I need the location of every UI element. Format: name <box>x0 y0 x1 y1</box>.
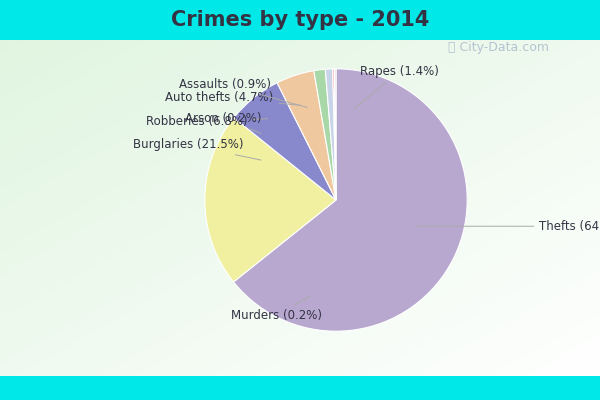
Wedge shape <box>314 69 336 200</box>
Wedge shape <box>205 118 336 282</box>
Text: Arson (0.2%): Arson (0.2%) <box>185 112 262 133</box>
Text: Assaults (0.9%): Assaults (0.9%) <box>179 78 307 108</box>
Text: Rapes (1.4%): Rapes (1.4%) <box>354 65 439 109</box>
Text: Auto thefts (4.7%): Auto thefts (4.7%) <box>166 91 301 105</box>
Wedge shape <box>325 69 336 200</box>
Text: Murders (0.2%): Murders (0.2%) <box>231 296 322 322</box>
Wedge shape <box>277 71 336 200</box>
Text: Robberies (6.8%): Robberies (6.8%) <box>146 115 268 128</box>
Wedge shape <box>233 69 467 331</box>
Wedge shape <box>234 83 336 200</box>
Text: Burglaries (21.5%): Burglaries (21.5%) <box>133 138 261 160</box>
Wedge shape <box>334 69 336 200</box>
Text: ⓘ City-Data.com: ⓘ City-Data.com <box>448 42 548 54</box>
Text: Crimes by type - 2014: Crimes by type - 2014 <box>171 10 429 30</box>
Wedge shape <box>332 69 336 200</box>
Text: Thefts (64.2%): Thefts (64.2%) <box>418 220 600 233</box>
